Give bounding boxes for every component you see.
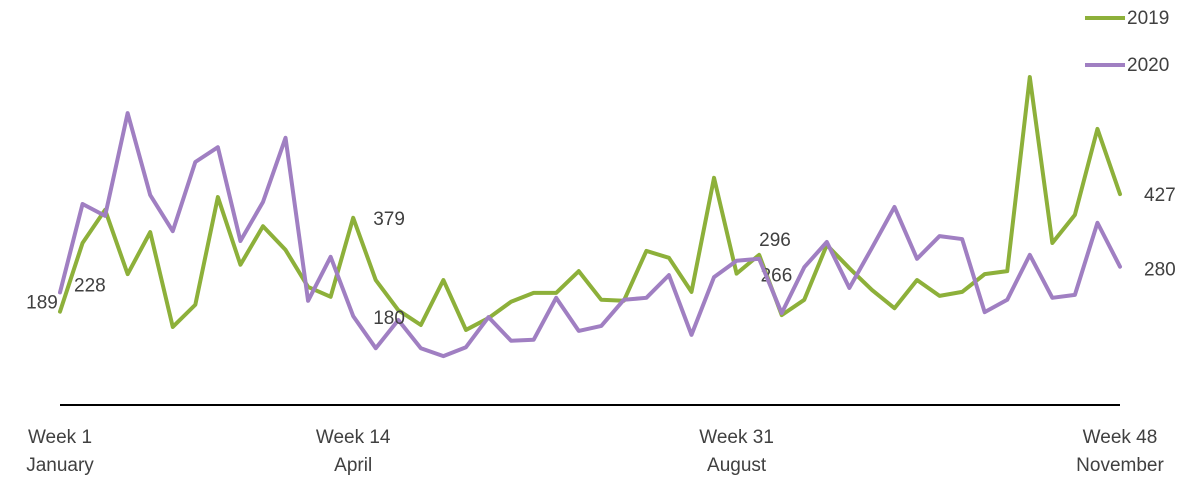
x-tick-sublabel: August bbox=[707, 455, 767, 476]
x-tick-label: Week 1 bbox=[28, 427, 92, 448]
x-tick-label: Week 31 bbox=[699, 427, 774, 448]
x-tick-label: Week 14 bbox=[316, 427, 391, 448]
x-tick-sublabel: November bbox=[1076, 455, 1164, 476]
data-label: 180 bbox=[373, 308, 405, 329]
data-label: 427 bbox=[1144, 185, 1176, 206]
data-label: 379 bbox=[373, 209, 405, 230]
data-label: 228 bbox=[74, 275, 106, 296]
series-line bbox=[58, 111, 1122, 359]
x-tick-sublabel: January bbox=[26, 455, 94, 476]
series-line bbox=[58, 75, 1122, 332]
x-tick-sublabel: April bbox=[334, 455, 372, 476]
legend-label: 2019 bbox=[1127, 8, 1169, 29]
x-tick-label: Week 48 bbox=[1083, 427, 1158, 448]
legend-label: 2020 bbox=[1127, 55, 1169, 76]
data-label: 296 bbox=[759, 230, 791, 251]
data-label: 189 bbox=[26, 293, 58, 314]
data-label: 280 bbox=[1144, 260, 1176, 281]
